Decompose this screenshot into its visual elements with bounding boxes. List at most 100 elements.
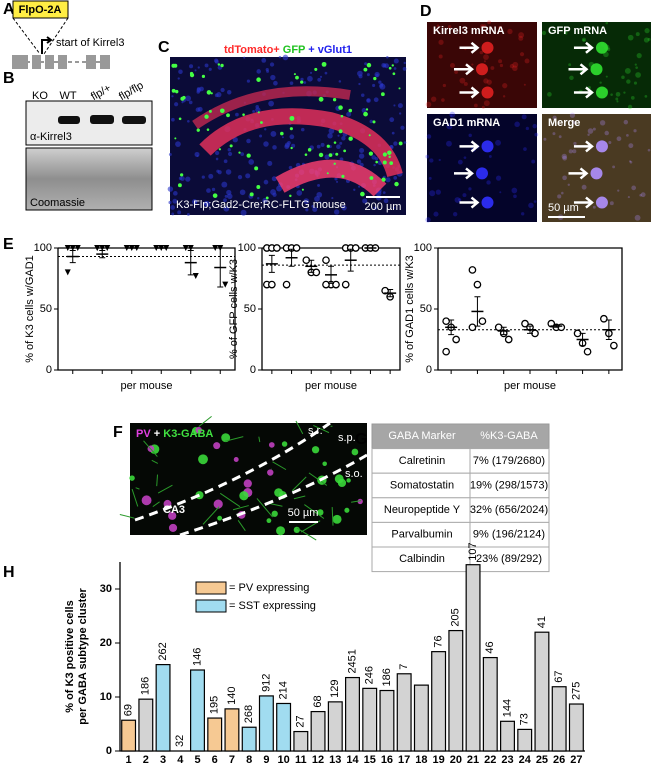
texture [425, 101, 432, 108]
texture [454, 197, 461, 203]
texture [514, 121, 520, 128]
texture [513, 194, 517, 199]
texture [393, 58, 399, 64]
x-tick-label: 18 [415, 754, 427, 766]
process [156, 474, 158, 487]
cell [335, 152, 339, 156]
texture [449, 62, 455, 68]
cell [229, 144, 233, 148]
texture [316, 144, 321, 149]
panel-letter: G [355, 431, 367, 448]
cell [326, 144, 330, 148]
texture [635, 32, 640, 37]
texture [629, 160, 633, 164]
count-label: 69 [123, 704, 135, 716]
cell [171, 88, 176, 93]
texture [311, 205, 315, 208]
y-tick-label: 0 [46, 364, 52, 376]
lane-label: WT [59, 90, 76, 102]
texture [512, 61, 519, 68]
texture [227, 148, 231, 152]
x-tick-label: 11 [295, 754, 307, 766]
texture [373, 206, 377, 210]
point [504, 335, 513, 344]
texture [438, 158, 441, 162]
x-tick-label: 23 [501, 754, 513, 766]
cell [387, 150, 392, 155]
texture [624, 67, 631, 74]
texture [211, 187, 216, 192]
texture [300, 127, 305, 132]
x-tick-label: 8 [246, 754, 252, 766]
antibody-label: α-Kirrel3 [30, 131, 72, 143]
texture [240, 152, 245, 156]
texture [471, 63, 474, 66]
count-label: 2451 [346, 649, 358, 673]
x-tick-label: 15 [364, 754, 376, 766]
error-bar [328, 265, 334, 284]
texture [196, 87, 201, 91]
texture [628, 143, 634, 149]
cell [257, 111, 260, 114]
table-row [371, 472, 550, 499]
cell [318, 152, 324, 158]
texture [599, 120, 606, 126]
texture [442, 83, 447, 88]
texture [385, 177, 391, 183]
texture [373, 163, 376, 167]
cell [213, 499, 223, 509]
count-label: 68 [312, 695, 324, 707]
error-bar [500, 326, 507, 336]
bar [551, 686, 567, 752]
texture [319, 75, 323, 78]
texture [386, 55, 389, 59]
texture [633, 129, 637, 133]
cell [366, 62, 372, 68]
texture [623, 91, 626, 94]
cell [206, 128, 210, 131]
cell [293, 526, 300, 533]
texture [307, 75, 313, 82]
count-label: 195 [209, 696, 221, 714]
texture [255, 105, 259, 109]
panel-letter: A [3, 1, 15, 18]
texture [331, 197, 334, 200]
cell [201, 74, 206, 78]
texture [226, 90, 232, 95]
texture [647, 148, 651, 152]
texture [327, 133, 333, 139]
fish-tiles: Kirrel3 mRNA GFP mRNA GAD1 mRNA Merge 50 µm [425, 20, 651, 223]
cell [265, 196, 269, 200]
arrow [573, 140, 594, 153]
cell [233, 457, 239, 462]
texture [552, 132, 556, 136]
arrow [459, 196, 480, 209]
cell [322, 461, 327, 467]
panel-letter: C [158, 39, 170, 56]
cell [351, 448, 359, 456]
texture [523, 147, 527, 151]
texture [393, 141, 398, 146]
texture [482, 24, 487, 29]
texture [582, 39, 585, 42]
texture [573, 141, 577, 146]
texture [208, 67, 212, 71]
texture [220, 87, 225, 93]
y-tick-label: 10 [100, 691, 112, 703]
cell [212, 193, 218, 198]
texture [617, 189, 620, 192]
texture [393, 176, 398, 180]
texture [483, 78, 489, 84]
cell [382, 152, 387, 157]
cell [321, 61, 327, 67]
texture [171, 117, 175, 122]
texture [462, 193, 467, 198]
point [442, 347, 450, 356]
texture [185, 95, 192, 102]
texture [259, 134, 263, 138]
y-tick-label: 0 [250, 364, 256, 376]
texture [175, 141, 181, 148]
texture [487, 20, 491, 25]
layer-label: s.o. [345, 468, 363, 480]
region-label: CA3 [163, 504, 185, 516]
